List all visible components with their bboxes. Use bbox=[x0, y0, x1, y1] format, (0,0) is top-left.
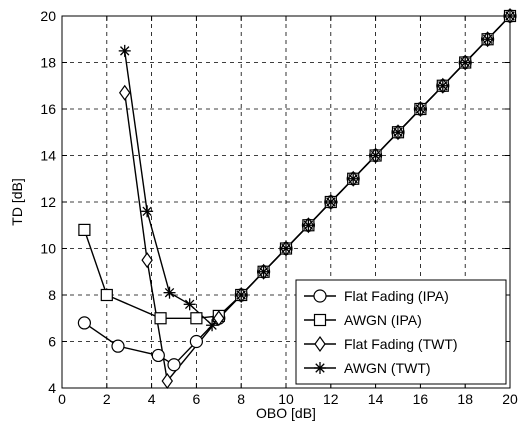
x-tick-label: 16 bbox=[413, 391, 429, 407]
x-tick-label: 18 bbox=[457, 391, 473, 407]
legend-label: Flat Fading (IPA) bbox=[344, 288, 449, 304]
data-point-square bbox=[78, 223, 91, 236]
x-tick-label: 6 bbox=[193, 391, 201, 407]
y-tick-label: 4 bbox=[48, 380, 56, 396]
series-markers bbox=[77, 7, 517, 390]
y-axis-label: TD [dB] bbox=[9, 178, 25, 225]
data-point-diamond bbox=[141, 252, 153, 269]
data-point-star bbox=[280, 242, 292, 255]
y-tick-label: 20 bbox=[40, 8, 56, 24]
data-point-circle bbox=[151, 348, 165, 363]
data-point-star bbox=[235, 289, 248, 301]
data-point-star bbox=[163, 286, 176, 299]
data-point-star bbox=[183, 298, 196, 311]
legend-box bbox=[295, 279, 507, 385]
data-point-diamond bbox=[118, 84, 131, 101]
data-point-star bbox=[324, 196, 337, 208]
y-tick-label: 8 bbox=[48, 287, 56, 303]
x-tick-label: 10 bbox=[278, 391, 294, 407]
legend-label: AWGN (TWT) bbox=[344, 360, 431, 376]
legend-label: AWGN (IPA) bbox=[344, 312, 422, 328]
y-tick-label: 14 bbox=[40, 148, 56, 164]
y-tick-label: 6 bbox=[48, 334, 56, 350]
data-point-star bbox=[369, 149, 382, 162]
legend-marker-circle bbox=[313, 289, 327, 303]
x-tick-label: 4 bbox=[148, 391, 156, 407]
data-point-star bbox=[257, 265, 270, 278]
x-tick-label: 8 bbox=[237, 391, 245, 407]
data-point-star bbox=[141, 205, 154, 218]
data-point-star bbox=[347, 172, 360, 185]
legend-marker-diamond bbox=[314, 335, 326, 353]
legend-marker-star bbox=[314, 362, 326, 374]
data-point-star bbox=[414, 103, 427, 115]
data-point-star bbox=[302, 219, 315, 232]
data-point-square bbox=[100, 288, 113, 302]
y-tick-label: 18 bbox=[40, 55, 56, 71]
legend-label: Flat Fading (TWT) bbox=[344, 336, 458, 352]
legend: Flat Fading (IPA) AWGN (IPA) Flat Fading (… bbox=[295, 279, 507, 385]
data-point-star bbox=[459, 56, 472, 69]
y-tick-label: 16 bbox=[40, 101, 56, 117]
data-point-square bbox=[190, 312, 203, 325]
data-point-star bbox=[481, 33, 494, 46]
x-tick-label: 0 bbox=[58, 391, 66, 407]
data-point-star bbox=[118, 44, 131, 57]
data-point-star bbox=[206, 319, 219, 332]
legend-marker-square bbox=[313, 313, 327, 327]
data-point-circle bbox=[77, 316, 92, 330]
x-tick-label: 20 bbox=[502, 391, 518, 407]
data-point-circle bbox=[111, 339, 125, 353]
data-point-star bbox=[392, 126, 404, 139]
x-axis-label: OBO [dB] bbox=[256, 405, 316, 421]
data-point-star bbox=[436, 79, 449, 92]
data-point-circle bbox=[189, 334, 203, 349]
ticks: 0 2 4 6 8 10 12 14 16 18 20 4 6 8 10 12 14 16 18 20 bbox=[40, 8, 518, 407]
x-tick-label: 14 bbox=[368, 391, 384, 407]
data-point-circle bbox=[167, 358, 181, 372]
data-point-square bbox=[154, 312, 167, 325]
grid bbox=[62, 16, 510, 388]
y-tick-label: 10 bbox=[40, 241, 56, 257]
x-tick-label: 12 bbox=[323, 391, 339, 407]
x-tick-label: 2 bbox=[103, 391, 111, 407]
y-tick-label: 12 bbox=[40, 194, 56, 210]
